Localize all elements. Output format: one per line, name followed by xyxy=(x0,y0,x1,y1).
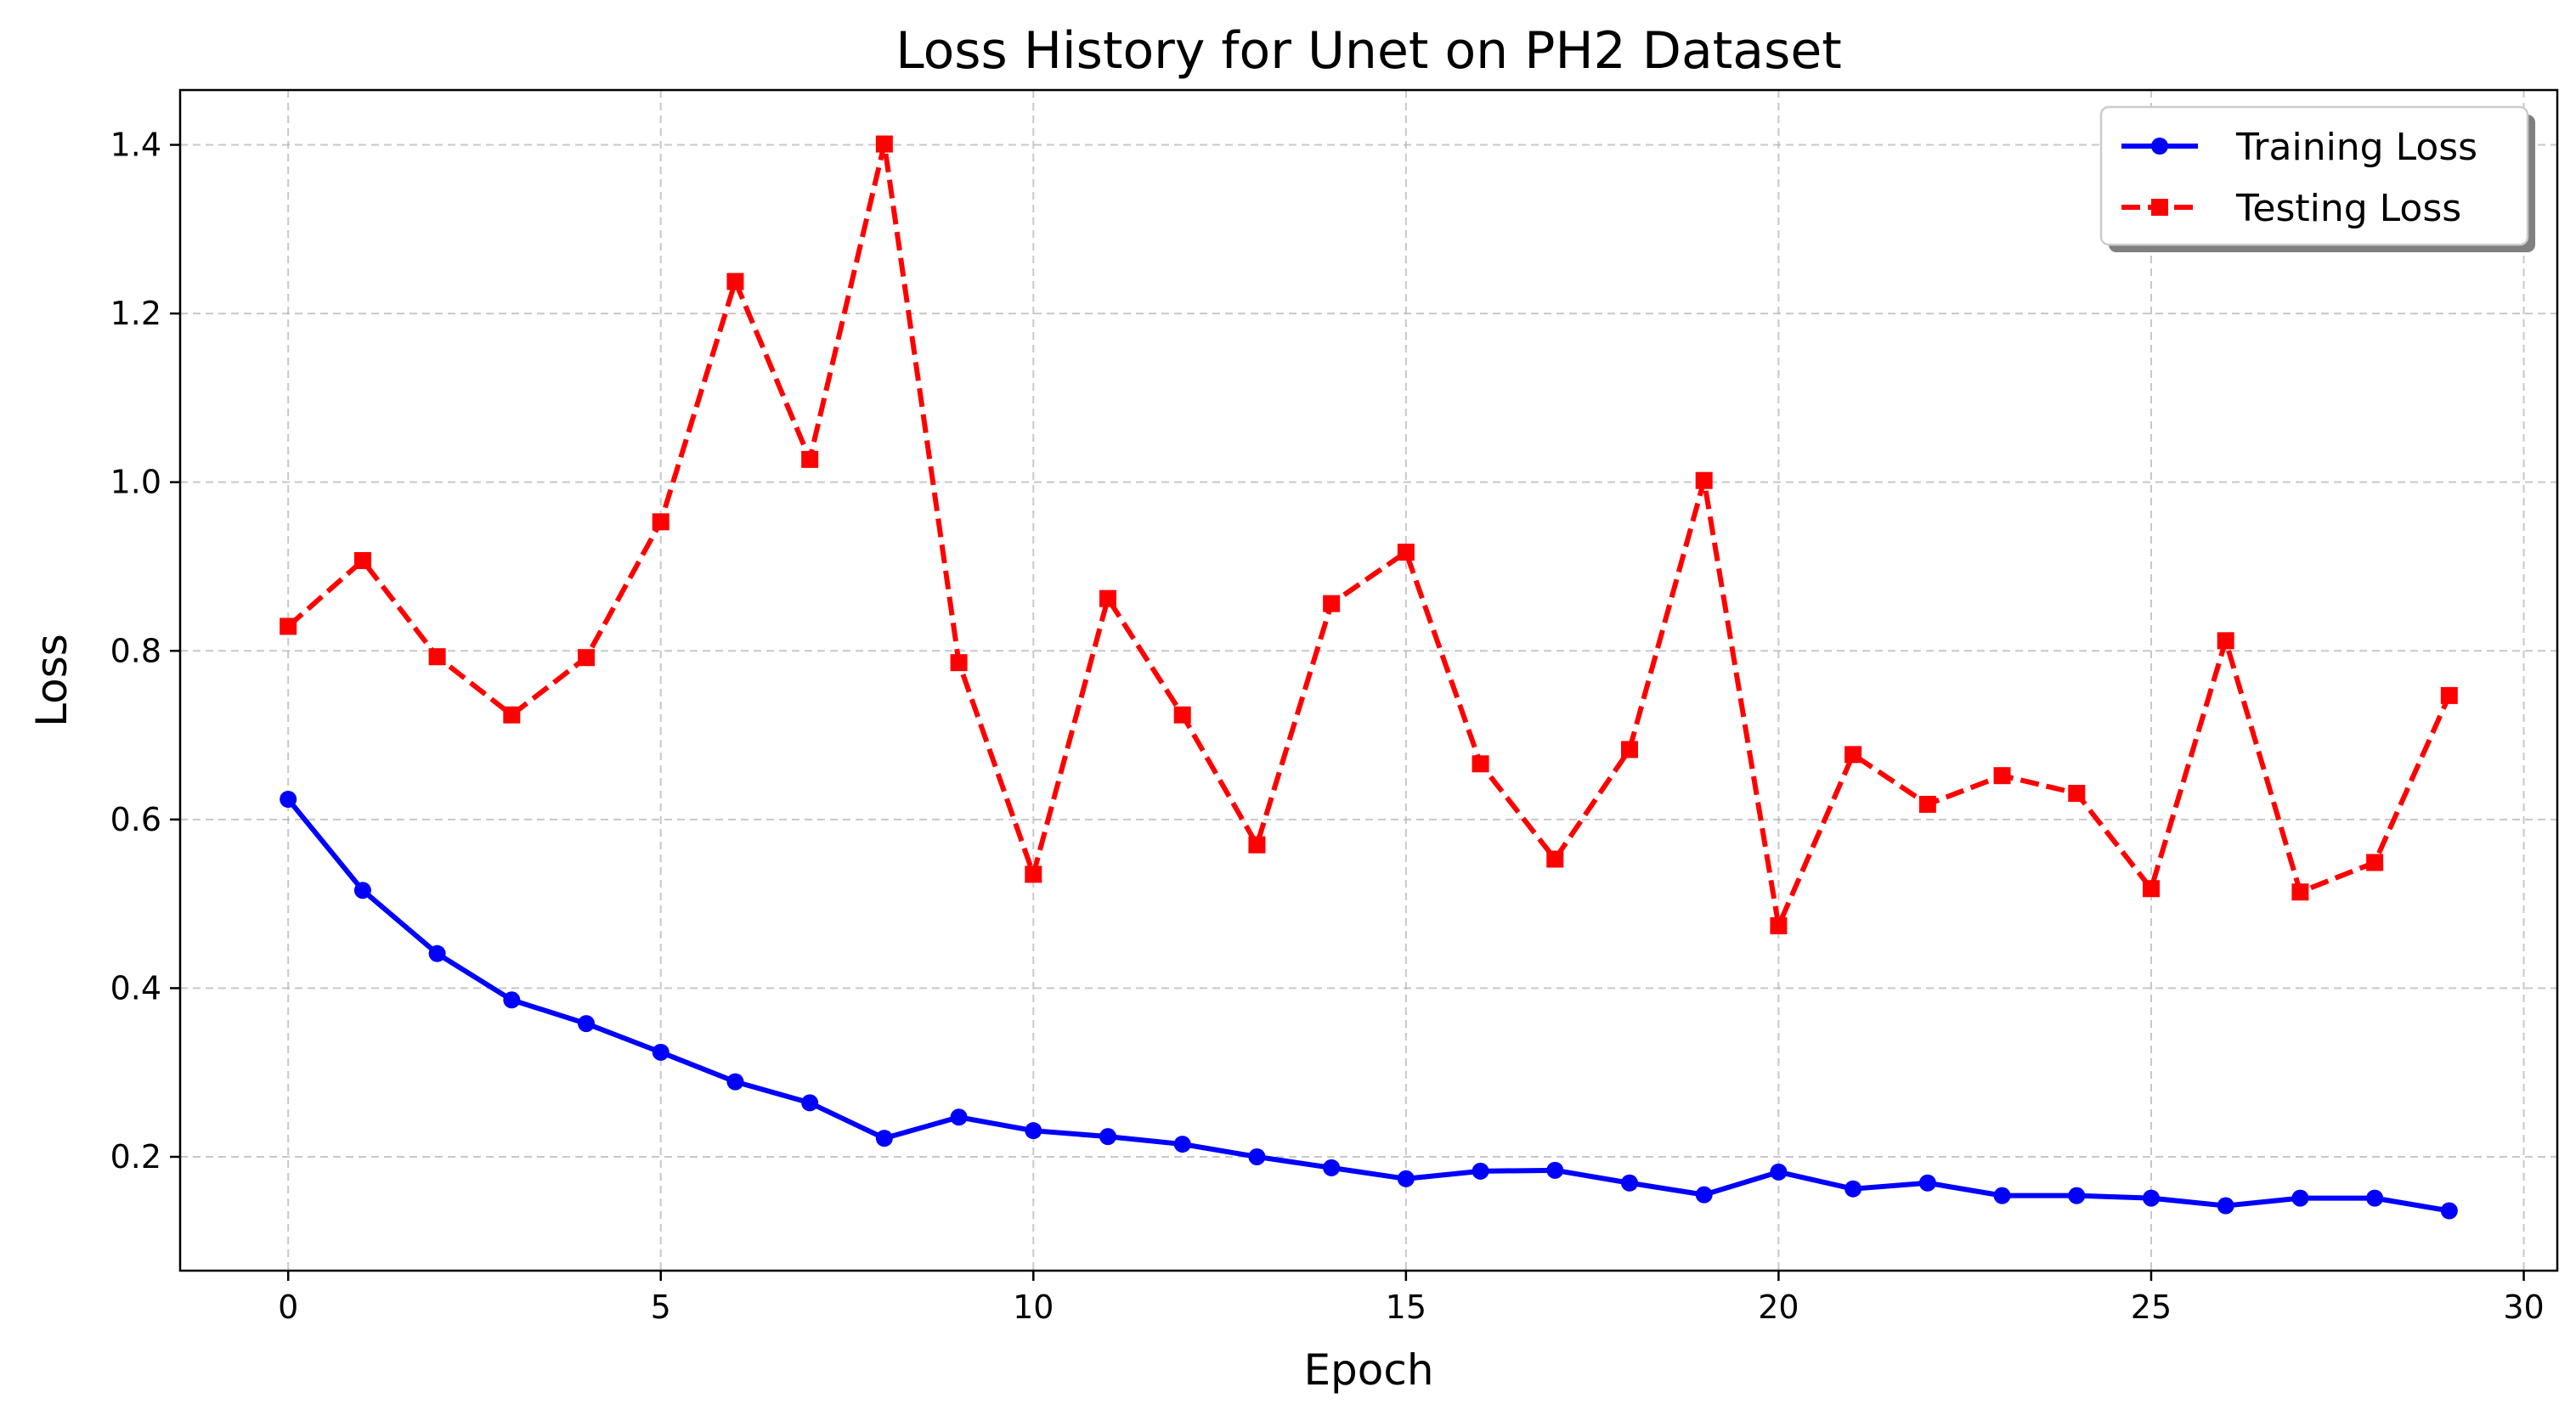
data-point xyxy=(1620,1174,1638,1192)
y-tick-label: 0.6 xyxy=(110,801,161,838)
data-point xyxy=(1099,589,1117,607)
data-point xyxy=(280,617,297,635)
series-training-loss xyxy=(280,790,2458,1220)
data-point xyxy=(1248,1148,1266,1165)
data-point xyxy=(726,273,744,290)
x-tick-label: 20 xyxy=(1758,1288,1799,1326)
legend-box xyxy=(2099,105,2529,246)
x-tick-label: 30 xyxy=(2503,1288,2544,1326)
data-point xyxy=(1993,1187,2011,1204)
data-point xyxy=(1323,1159,1341,1176)
data-point xyxy=(1918,795,1936,813)
data-point xyxy=(950,1108,968,1126)
y-tick-label: 0.4 xyxy=(110,969,161,1007)
data-point xyxy=(578,649,596,667)
data-point xyxy=(503,991,521,1009)
legend-label-training: Training Loss xyxy=(2235,126,2477,169)
data-point xyxy=(2217,1197,2234,1215)
data-point xyxy=(1099,1128,1117,1146)
data-point xyxy=(1025,866,1042,883)
plot-frame xyxy=(178,88,2559,1272)
grid xyxy=(180,90,2557,1271)
data-point xyxy=(1844,746,1862,764)
series-testing-loss xyxy=(280,135,2458,934)
data-point xyxy=(1397,544,1415,561)
data-point xyxy=(2440,686,2458,704)
chart-title: Loss History for Unet on PH2 Dataset xyxy=(895,21,1842,81)
y-tick-label: 1.4 xyxy=(110,127,161,164)
data-point xyxy=(1546,1161,1564,1179)
data-point xyxy=(2291,883,2309,901)
data-point xyxy=(801,1094,819,1112)
data-point xyxy=(1173,1136,1191,1153)
data-point xyxy=(503,706,521,724)
data-point xyxy=(875,1130,893,1148)
legend: Training Loss Testing Loss xyxy=(2099,105,2535,252)
data-point xyxy=(2068,785,2086,803)
data-point xyxy=(2217,632,2234,650)
legend-label-testing: Testing Loss xyxy=(2235,187,2461,230)
series-layer xyxy=(280,135,2458,1220)
data-point xyxy=(726,1073,744,1091)
data-point xyxy=(2366,854,2384,871)
x-tick-label: 10 xyxy=(1013,1288,1054,1326)
y-tick-label: 0.8 xyxy=(110,632,161,669)
y-tick-label: 0.2 xyxy=(110,1138,161,1176)
data-point xyxy=(578,1015,596,1033)
legend-swatch-training-marker xyxy=(2151,138,2168,155)
data-point xyxy=(1993,767,2011,785)
data-point xyxy=(2291,1189,2309,1207)
data-point xyxy=(2142,1189,2160,1207)
data-point xyxy=(1173,706,1191,724)
data-point xyxy=(1844,1180,1862,1198)
data-point xyxy=(1397,1170,1415,1187)
data-point xyxy=(1770,1163,1788,1181)
data-point xyxy=(801,450,819,468)
data-point xyxy=(1472,755,1489,773)
x-tick-label: 25 xyxy=(2131,1288,2172,1326)
data-point xyxy=(1025,1122,1042,1140)
data-point xyxy=(2142,880,2160,898)
data-point xyxy=(2440,1202,2458,1220)
x-tick-label: 0 xyxy=(278,1288,298,1326)
data-point xyxy=(1918,1174,1936,1192)
data-point xyxy=(1620,741,1638,758)
data-point xyxy=(2068,1187,2086,1204)
x-tick-label: 15 xyxy=(1386,1288,1426,1326)
y-tick-label: 1.2 xyxy=(110,295,161,332)
data-point xyxy=(1248,836,1266,854)
data-point xyxy=(950,654,968,672)
data-point xyxy=(875,135,893,153)
x-tick-label: 5 xyxy=(651,1288,671,1326)
data-point xyxy=(652,1043,669,1061)
data-point xyxy=(353,552,371,570)
data-point xyxy=(280,790,297,808)
series-line-training-loss xyxy=(285,798,2450,1214)
y-axis-label: Loss xyxy=(27,634,76,727)
data-point xyxy=(428,648,446,666)
data-point xyxy=(1695,1186,1713,1204)
series-line-testing-loss xyxy=(286,141,2452,928)
y-tick-label: 1.0 xyxy=(110,464,161,501)
data-point xyxy=(353,882,371,899)
data-point xyxy=(2366,1189,2384,1207)
data-point xyxy=(1546,850,1564,868)
y-axis-ticks: 0.2 0.4 0.6 0.8 1.0 1.2 1.4 xyxy=(110,127,180,1176)
data-point xyxy=(428,945,446,962)
data-point xyxy=(652,513,669,531)
legend-swatch-testing-marker xyxy=(2151,199,2168,216)
x-axis-ticks: 0 5 10 15 20 25 30 xyxy=(278,1271,2545,1326)
x-axis-label: Epoch xyxy=(1303,1345,1433,1395)
data-point xyxy=(1472,1162,1489,1180)
data-point xyxy=(1323,595,1341,612)
data-point xyxy=(1695,471,1713,489)
data-point xyxy=(1770,916,1788,934)
